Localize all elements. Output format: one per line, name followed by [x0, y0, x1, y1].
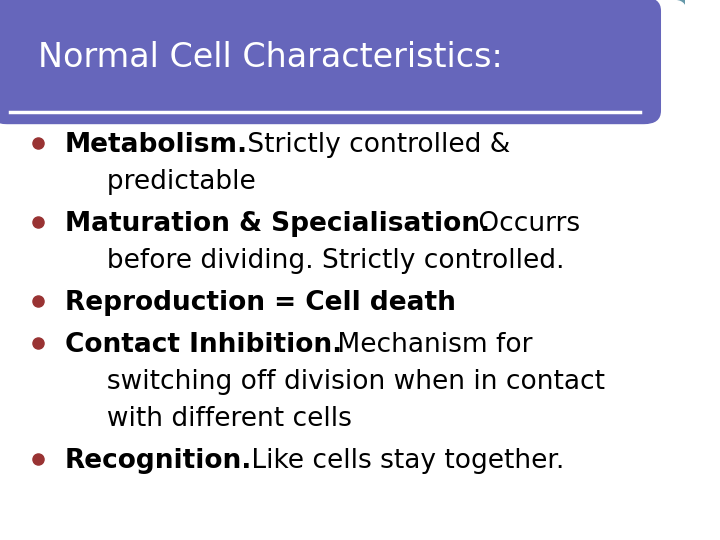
Text: Occurrs: Occurrs	[469, 211, 580, 237]
Text: Normal Cell Characteristics:: Normal Cell Characteristics:	[37, 41, 503, 75]
Text: Recognition.: Recognition.	[65, 448, 253, 474]
FancyBboxPatch shape	[0, 0, 661, 124]
Text: predictable: predictable	[65, 169, 256, 195]
Text: Metabolism.: Metabolism.	[65, 132, 248, 158]
Text: Mechanism for: Mechanism for	[329, 333, 532, 359]
FancyBboxPatch shape	[0, 0, 688, 540]
Text: Maturation & Specialisation.: Maturation & Specialisation.	[65, 211, 490, 237]
Text: Contact Inhibition.: Contact Inhibition.	[65, 333, 342, 359]
Text: Like cells stay together.: Like cells stay together.	[243, 448, 564, 474]
Text: switching off division when in contact: switching off division when in contact	[65, 369, 605, 395]
Text: Reproduction = Cell death: Reproduction = Cell death	[65, 290, 456, 316]
Text: with different cells: with different cells	[65, 406, 352, 432]
Text: before dividing. Strictly controlled.: before dividing. Strictly controlled.	[65, 248, 564, 274]
Text: Strictly controlled &: Strictly controlled &	[239, 132, 510, 158]
